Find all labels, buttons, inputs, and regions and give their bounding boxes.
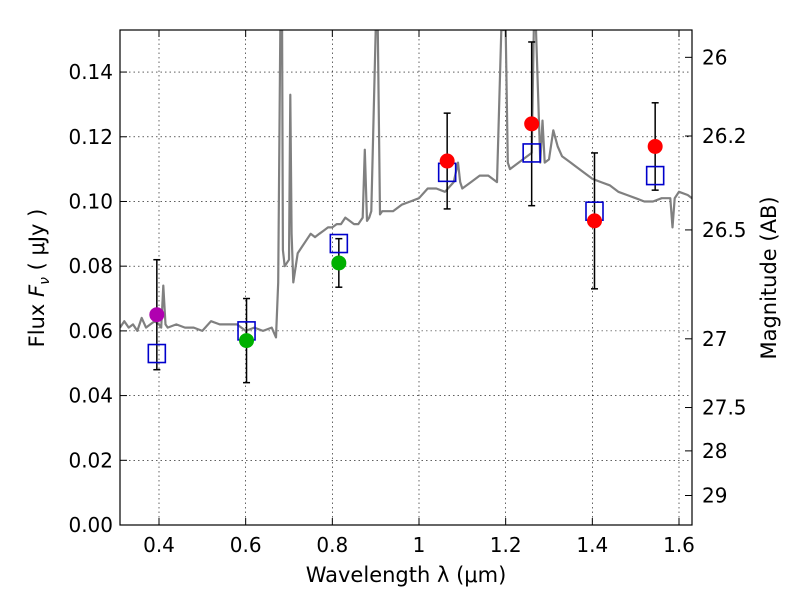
- observed-flux-point: [331, 255, 347, 271]
- y2-tick-label: 28: [702, 439, 727, 463]
- x-tick-label: 1.4: [576, 533, 608, 557]
- observed-flux-point: [647, 138, 663, 154]
- observed-flux-point: [587, 213, 602, 229]
- y2-tick-label: 26.2: [702, 124, 747, 148]
- error-bars: [153, 41, 659, 384]
- x-axis-label: Wavelength λ (μm): [306, 563, 507, 587]
- observed-flux-point: [149, 307, 165, 323]
- observed-flux-point: [439, 153, 455, 169]
- plot-frame: [119, 29, 693, 526]
- y-tick-label: 0.06: [68, 319, 113, 343]
- y2-axis-label: Magnitude (AB): [757, 196, 781, 359]
- y2-tick-label: 26: [702, 45, 727, 69]
- y-tick-label: 0.12: [68, 125, 113, 149]
- x-tick-label: 0.4: [143, 533, 175, 557]
- observed-flux-point: [524, 116, 540, 132]
- y-tick-label: 0.00: [68, 513, 113, 537]
- markers: [147, 116, 665, 364]
- model-square-marker: [645, 165, 665, 186]
- sed-layer: [120, 30, 692, 339]
- y2-tick-label: 29: [702, 483, 727, 507]
- y-tick-label: 0.04: [68, 384, 113, 408]
- ticks: 0.4 0.6 0.8 1 1.2 1.4 1.6 0.00 0.02 0.04 0.06 0.08 0…: [68, 30, 747, 557]
- y2-tick-label: 26.5: [702, 218, 747, 242]
- y2-tick-label: 27: [702, 327, 727, 351]
- model-square-marker: [329, 233, 349, 254]
- y2-tick-label: 27.5: [702, 396, 747, 420]
- x-tick-label: 0.8: [316, 533, 348, 557]
- observed-flux-point: [239, 333, 255, 349]
- x-tick-label: 1.6: [663, 533, 695, 557]
- y-tick-label: 0.02: [68, 448, 113, 472]
- model-square-marker: [522, 143, 541, 163]
- x-tick-label: 1: [413, 533, 426, 557]
- x-tick-label: 0.6: [230, 533, 262, 557]
- y-tick-label: 0.14: [68, 60, 113, 84]
- y-tick-label: 0.08: [68, 254, 113, 278]
- grid: [120, 30, 692, 526]
- x-tick-label: 1.2: [490, 533, 522, 557]
- sed-spectrum-line: [120, 30, 692, 339]
- y-axis-label: Flux Fν ( μJy ): [25, 209, 53, 348]
- y-tick-label: 0.10: [68, 189, 113, 213]
- model-square-marker: [147, 343, 167, 364]
